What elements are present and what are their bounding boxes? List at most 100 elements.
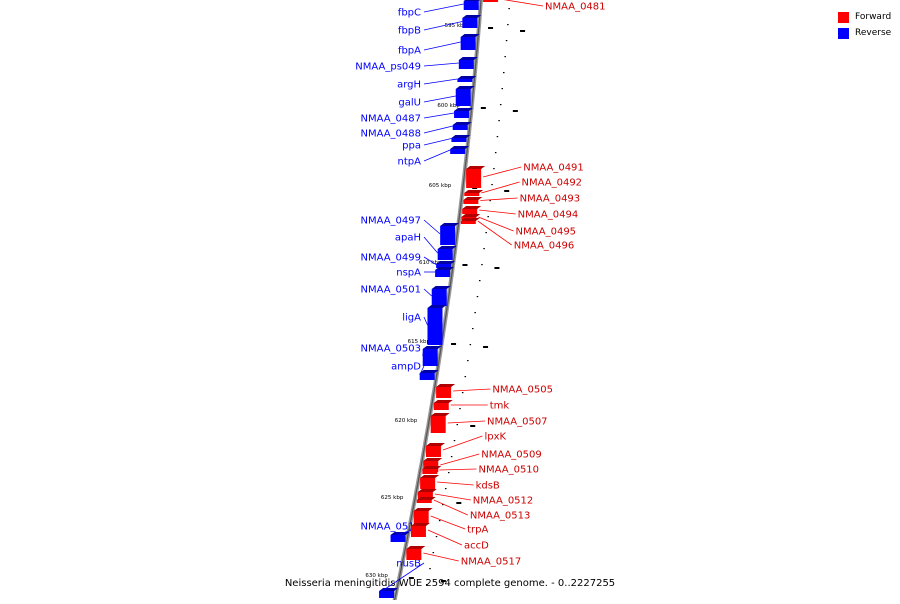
reverse-gene-label: ppa bbox=[402, 141, 421, 152]
reverse-gene-label: NMAA_0501 bbox=[360, 285, 421, 296]
forward-gene-block-top bbox=[433, 400, 453, 403]
forward-gene-block bbox=[464, 193, 480, 196]
minor-tick bbox=[438, 520, 441, 522]
reverse-gene-leader bbox=[423, 112, 455, 119]
forward-gene-block bbox=[462, 209, 478, 214]
forward-gene-block-top bbox=[463, 197, 483, 200]
reverse-gene-block-top bbox=[435, 267, 455, 270]
forward-gene-block bbox=[420, 478, 436, 489]
forward-gene-leader bbox=[480, 197, 518, 201]
reverse-gene-block-top bbox=[436, 261, 456, 264]
minor-tick bbox=[478, 280, 481, 282]
minor-tick bbox=[456, 424, 459, 426]
reverse-gene-leader bbox=[423, 236, 438, 254]
forward-gene-block-top bbox=[413, 508, 433, 511]
forward-gene-block bbox=[417, 492, 433, 499]
forward-gene-leader bbox=[453, 388, 491, 392]
forward-gene-leader bbox=[440, 453, 480, 466]
forward-gene-leader bbox=[447, 420, 486, 424]
forward-gene-label: NMAA_0494 bbox=[518, 210, 579, 221]
reverse-gene-block bbox=[463, 1, 479, 10]
forward-gene-label: NMAA_0493 bbox=[520, 194, 581, 205]
forward-gene-leader bbox=[483, 166, 522, 178]
forward-gene-block-top bbox=[464, 190, 484, 193]
reverse-gene-leader bbox=[423, 219, 441, 235]
minor-tick bbox=[445, 488, 447, 490]
genome-backbone-core bbox=[393, 0, 482, 604]
reverse-gene-block bbox=[440, 226, 456, 245]
forward-gene-label: trpA bbox=[467, 525, 488, 536]
minor-tick bbox=[464, 376, 467, 378]
reverse-gene-label: apaH bbox=[395, 233, 421, 244]
forward-gene-leader bbox=[442, 435, 483, 451]
minor-tick bbox=[432, 552, 435, 554]
reverse-swatch bbox=[838, 27, 849, 39]
reverse-gene-block-top bbox=[452, 122, 472, 125]
reverse-gene-block bbox=[436, 264, 452, 268]
forward-gene-label: NMAA_0492 bbox=[522, 178, 583, 189]
reverse-gene-block bbox=[437, 249, 453, 260]
reverse-gene-leader bbox=[423, 316, 428, 326]
reverse-gene-block bbox=[419, 373, 435, 380]
minor-tick bbox=[461, 392, 464, 394]
scale-label: 595 kbp bbox=[445, 23, 468, 29]
reverse-gene-block bbox=[458, 60, 474, 69]
reverse-gene-leader bbox=[423, 41, 461, 51]
forward-gene-leader bbox=[430, 515, 466, 530]
reverse-gene-label: NMAA_0516 bbox=[360, 522, 421, 533]
reverse-gene-block-top bbox=[431, 286, 451, 289]
minor-tick bbox=[487, 216, 489, 218]
major-tick-left bbox=[462, 264, 468, 266]
reverse-gene-block-top bbox=[454, 108, 474, 111]
forward-gene-block bbox=[422, 469, 438, 474]
minor-tick bbox=[494, 152, 497, 154]
forward-gene-block bbox=[460, 221, 476, 224]
major-tick-left bbox=[488, 27, 494, 29]
forward-gene-block-top bbox=[462, 206, 482, 209]
reverse-gene-block bbox=[451, 138, 467, 142]
reverse-gene-leader bbox=[423, 288, 432, 297]
reverse-gene-block-top bbox=[422, 346, 442, 349]
reverse-gene-leader bbox=[423, 149, 451, 162]
reverse-gene-block bbox=[455, 89, 471, 106]
forward-gene-leader bbox=[439, 468, 477, 471]
scale-label: 615 kbp bbox=[408, 339, 431, 345]
scale-label: 630 kbp bbox=[365, 573, 388, 579]
reverse-gene-leader bbox=[423, 256, 437, 265]
reverse-gene-label: galU bbox=[398, 98, 421, 109]
forward-gene-block-top bbox=[460, 218, 480, 221]
forward-gene-leader bbox=[477, 220, 512, 246]
reverse-gene-block bbox=[390, 535, 406, 542]
major-tick-left bbox=[451, 343, 457, 345]
forward-gene-block bbox=[483, 0, 499, 2]
major-tick-right bbox=[520, 30, 526, 32]
minor-tick bbox=[425, 584, 428, 586]
forward-gene-block bbox=[433, 403, 449, 410]
reverse-gene-block-top bbox=[455, 86, 475, 89]
forward-gene-block-top bbox=[422, 466, 442, 469]
forward-gene-block-top bbox=[410, 523, 430, 526]
reverse-gene-label: NMAA_0499 bbox=[360, 253, 421, 264]
forward-gene-block-top bbox=[436, 384, 456, 387]
minor-tick bbox=[467, 360, 469, 362]
minor-tick bbox=[489, 200, 491, 202]
forward-gene-block-top bbox=[430, 413, 450, 416]
major-tick-left bbox=[480, 107, 486, 109]
reverse-gene-block bbox=[462, 18, 478, 28]
scale-label: 625 kbp bbox=[381, 495, 404, 501]
reverse-gene-leader bbox=[378, 562, 425, 594]
minor-tick bbox=[503, 72, 505, 74]
minor-tick bbox=[505, 40, 508, 42]
forward-gene-block-top bbox=[420, 475, 440, 478]
minor-tick bbox=[508, 8, 510, 10]
reverse-gene-label: ampD bbox=[391, 362, 421, 373]
forward-gene-leader bbox=[433, 499, 469, 516]
minor-tick bbox=[491, 184, 493, 186]
minor-tick bbox=[459, 408, 461, 410]
reverse-gene-label: NMAA_0497 bbox=[360, 216, 421, 227]
reverse-gene-block bbox=[460, 37, 476, 50]
scale-label: 605 kbp bbox=[429, 183, 452, 189]
reverse-gene-block-top bbox=[440, 223, 460, 226]
forward-gene-label: NMAA_0481 bbox=[545, 2, 606, 13]
forward-gene-block bbox=[416, 500, 432, 503]
